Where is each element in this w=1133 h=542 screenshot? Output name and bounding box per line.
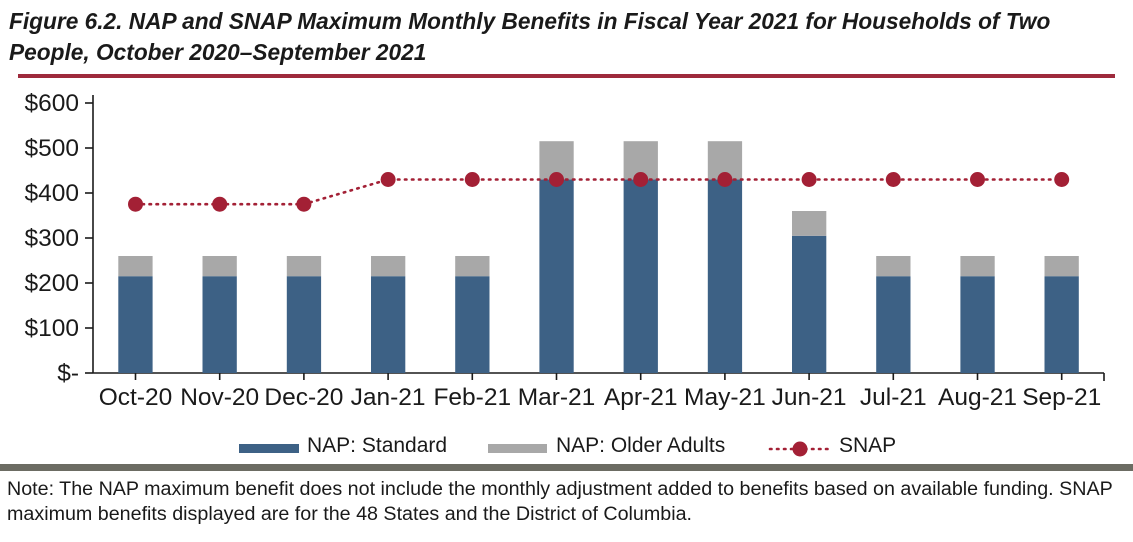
svg-text:$-: $- (57, 360, 79, 387)
svg-text:Feb-21: Feb-21 (433, 384, 511, 411)
svg-text:Apr-21: Apr-21 (604, 384, 678, 411)
svg-text:May-21: May-21 (684, 384, 766, 411)
svg-text:$600: $600 (24, 92, 79, 117)
svg-text:Jul-21: Jul-21 (860, 384, 927, 411)
svg-text:$100: $100 (24, 315, 79, 342)
svg-text:Mar-21: Mar-21 (518, 384, 596, 411)
svg-text:Jun-21: Jun-21 (772, 384, 847, 411)
svg-text:$200: $200 (24, 270, 79, 297)
svg-text:Nov-20: Nov-20 (180, 384, 259, 411)
svg-text:Jan-21: Jan-21 (351, 384, 426, 411)
svg-text:Aug-21: Aug-21 (938, 384, 1017, 411)
svg-text:$500: $500 (24, 135, 79, 162)
svg-text:Sep-21: Sep-21 (1022, 384, 1101, 411)
svg-text:Oct-20: Oct-20 (99, 384, 173, 411)
svg-text:$400: $400 (24, 180, 79, 207)
svg-text:Dec-20: Dec-20 (264, 384, 343, 411)
svg-text:$300: $300 (24, 225, 79, 252)
